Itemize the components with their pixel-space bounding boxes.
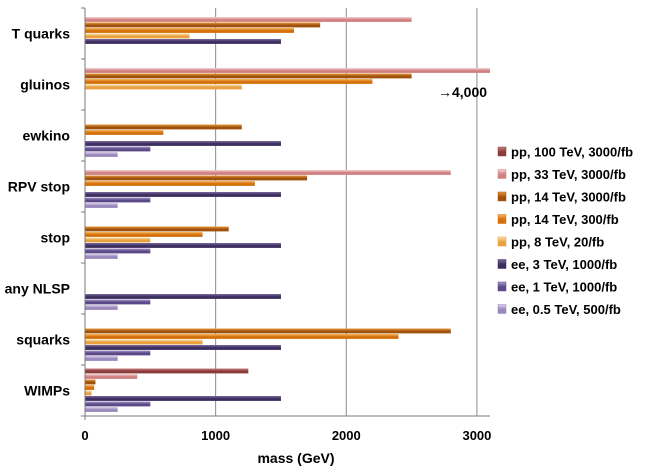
bar-t-quarks-pp-14-tev-300-fb [85,28,295,33]
legend-swatch-ee-0-5-tev-500-fb [497,304,507,314]
legend-label-ee-0-5-tev-500-fb: ee, 0.5 TeV, 500/fb [511,302,621,317]
bar-wimps-pp-8-tev-20-fb [85,390,92,396]
legend-swatch-pp-8-tev-20-fb [497,236,507,247]
bar-squarks-pp-14-tev-3000-fb [85,328,451,334]
bar-stop-pp-8-tev-20-fb [85,237,151,243]
x-axis-title: mass (GeV) [257,450,334,466]
category-labels: T quarks gluinos ewkino RPV stop stop any NLS… [5,26,71,399]
bar-t-quarks-pp-8-tev-20-fb [85,33,190,39]
category-label-gluinos: gluinos [20,77,70,93]
bar-wimps-pp-14-tev-3000-fb [85,379,96,385]
legend: pp, 100 TeV, 3000/fb pp, 33 TeV, 3000/fb p… [497,145,633,317]
bar-rpv-stop-pp-33-tev-3000-fb [85,170,451,175]
legend-label-pp-100-tev-3000-fb: pp, 100 TeV, 3000/fb [511,145,633,160]
legend-label-ee-3-tev-1000-fb: ee, 3 TeV, 1000/fb [511,257,617,272]
category-label-rpv-stop: RPV stop [8,179,70,195]
bar-ewkino-ee-0-5-tev-500-fb [85,152,118,157]
legend-swatch-pp-14-tev-300-fb [497,214,507,224]
bar-ewkino-pp-14-tev-3000-fb [85,124,242,130]
bar-wimps-ee-0-5-tev-500-fb [85,407,118,412]
legend-label-pp-14-tev-300-fb: pp, 14 TeV, 300/fb [511,212,619,227]
bar-stop-pp-14-tev-300-fb [85,232,203,237]
bar-squarks-ee-1-tev-1000-fb [85,350,151,356]
category-label-wimps: WIMPs [24,383,70,399]
bar-stop-ee-1-tev-1000-fb [85,248,151,254]
bar-rpv-stop-pp-14-tev-3000-fb [85,175,308,181]
bar-squarks-ee-3-tev-1000-fb [85,345,281,350]
legend-label-pp-8-tev-20-fb: pp, 8 TeV, 20/fb [511,235,604,250]
bar-wimps-ee-1-tev-1000-fb [85,401,151,407]
bar-stop-ee-3-tev-1000-fb [85,243,281,248]
x-tick-label-2000: 2000 [332,428,361,443]
category-label-any-nlsp: any NLSP [5,281,70,297]
bar-rpv-stop-ee-1-tev-1000-fb [85,197,151,203]
bar-t-quarks-pp-14-tev-3000-fb [85,22,321,28]
bar-any-nlsp-ee-1-tev-1000-fb [85,299,151,305]
x-tick-label-1000: 1000 [201,428,230,443]
bar-squarks-pp-14-tev-300-fb [85,334,399,339]
bar-ewkino-pp-14-tev-300-fb [85,130,164,135]
x-tick-label-0: 0 [81,428,88,443]
bar-gluinos-pp-14-tev-3000-fb [85,73,412,79]
legend-swatch-ee-3-tev-1000-fb [497,259,507,269]
bars [85,17,490,412]
bar-t-quarks-pp-33-tev-3000-fb [85,17,412,22]
bar-gluinos-pp-8-tev-20-fb [85,84,242,90]
legend-label-pp-14-tev-3000-fb: pp, 14 TeV, 3000/fb [511,190,626,205]
legend-swatch-pp-100-tev-3000-fb [497,146,507,157]
bar-squarks-pp-8-tev-20-fb [85,339,203,345]
category-label-ewkino: ewkino [23,128,70,144]
bar-wimps-pp-33-tev-3000-fb [85,374,138,379]
category-label-squarks: squarks [16,332,70,348]
bar-rpv-stop-pp-14-tev-300-fb [85,181,255,186]
bar-any-nlsp-ee-3-tev-1000-fb [85,294,281,299]
bar-rpv-stop-ee-3-tev-1000-fb [85,192,281,197]
bar-ewkino-ee-3-tev-1000-fb [85,141,281,146]
bar-wimps-pp-100-tev-3000-fb [85,368,249,374]
legend-label-ee-1-tev-1000-fb: ee, 1 TeV, 1000/fb [511,280,617,295]
legend-swatch-pp-33-tev-3000-fb [497,169,507,179]
bar-stop-ee-0-5-tev-500-fb [85,254,118,259]
legend-swatch-ee-1-tev-1000-fb [497,281,507,292]
bar-any-nlsp-ee-0-5-tev-500-fb [85,305,118,310]
tick-labels: 0 1000 2000 3000 [81,428,491,443]
bar-gluinos-pp-14-tev-300-fb [85,79,373,84]
x-tick-label-3000: 3000 [462,428,491,443]
legend-label-pp-33-tev-3000-fb: pp, 33 TeV, 3000/fb [511,167,626,182]
bar-gluinos-pp-33-tev-3000-fb [85,68,490,73]
axes [81,7,490,420]
bar-squarks-ee-0-5-tev-500-fb [85,356,118,361]
bar-rpv-stop-ee-0-5-tev-500-fb [85,203,118,208]
bar-stop-pp-14-tev-3000-fb [85,226,229,232]
bar-t-quarks-ee-3-tev-1000-fb [85,39,281,44]
bar-wimps-pp-14-tev-300-fb [85,385,95,390]
bar-ewkino-ee-1-tev-1000-fb [85,146,151,152]
category-label-stop: stop [40,230,70,246]
category-label-t-quarks: T quarks [12,26,71,42]
legend-swatch-pp-14-tev-3000-fb [497,191,507,202]
gluinos-overflow-annotation: →4,000 [438,84,487,100]
bar-wimps-ee-3-tev-1000-fb [85,396,281,401]
